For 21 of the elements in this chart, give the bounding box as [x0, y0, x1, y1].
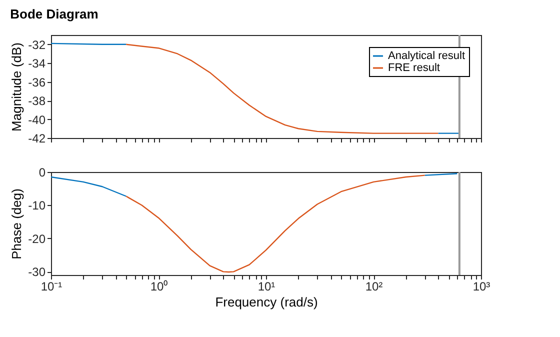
x-tick-label: 10⁻¹	[40, 280, 62, 294]
legend-label: FRE result	[388, 62, 440, 74]
x-tick-label: 10²	[365, 280, 383, 294]
y-tick-label: -20	[28, 232, 46, 246]
x-tick-label: 10¹	[258, 280, 276, 294]
y-tick-label: -32	[28, 38, 46, 52]
y-axis-title: Phase (deg)	[9, 188, 24, 260]
y-tick-label: -30	[28, 265, 46, 280]
y-tick-label: -36	[28, 75, 46, 90]
chart-title: Bode Diagram	[10, 6, 98, 22]
y-tick-label: 0	[38, 166, 46, 180]
x-tick-label: 10³	[472, 280, 490, 294]
x-axis-title: Frequency (rad/s)	[215, 294, 318, 310]
y-axis-title: Magnitude (dB)	[9, 42, 24, 132]
y-tick-label: -34	[28, 56, 46, 71]
y-tick-label: -10	[28, 198, 46, 213]
legend-label: Analytical result	[388, 50, 466, 62]
y-tick-label: -40	[28, 112, 46, 127]
y-tick-label: -42	[28, 132, 46, 146]
x-tick-label: 10⁰	[150, 280, 168, 294]
y-tick-label: -38	[28, 94, 46, 108]
